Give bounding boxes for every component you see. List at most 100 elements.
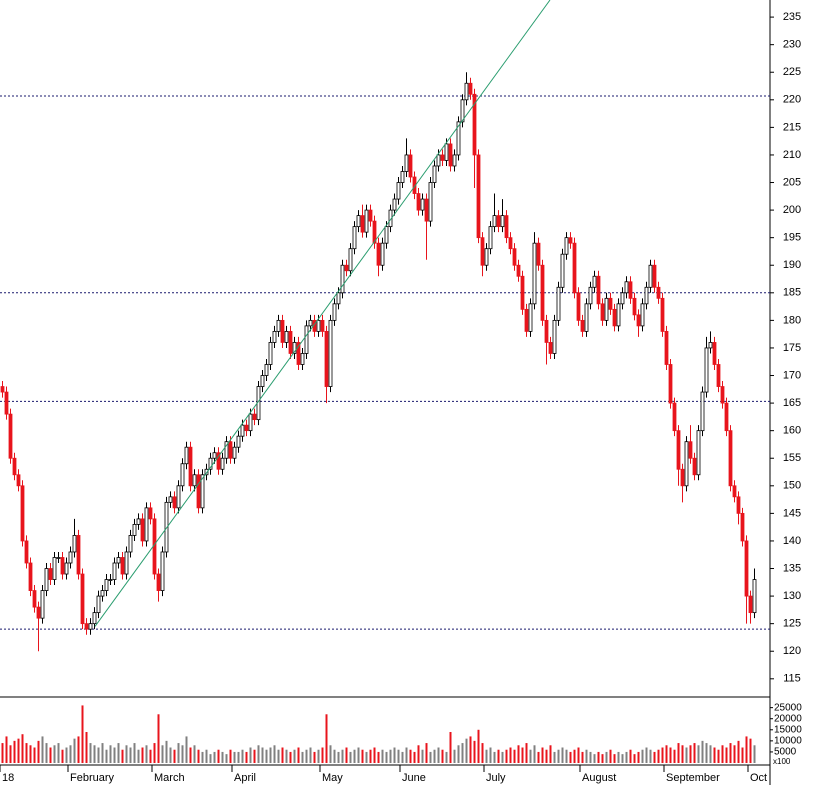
candle-body	[228, 441, 233, 459]
candle-body	[416, 193, 421, 211]
volume-bar	[321, 747, 324, 763]
candle-body	[308, 319, 313, 327]
candle-body	[116, 557, 121, 564]
volume-bar	[397, 749, 400, 763]
volume-bar	[653, 751, 656, 763]
volume-bar	[733, 745, 736, 763]
candle-body	[564, 237, 569, 255]
candle-body	[592, 275, 597, 288]
volume-bar	[109, 745, 112, 763]
trendline	[94, 0, 551, 627]
volume-bar	[405, 747, 408, 763]
volume-bar	[41, 736, 44, 763]
candle-body	[132, 524, 137, 536]
candle-body	[664, 331, 669, 365]
volume-bar	[521, 747, 524, 763]
candle-body	[88, 623, 93, 630]
candle-body	[588, 286, 593, 305]
volume-bar	[361, 749, 364, 763]
volume-bar	[681, 745, 684, 763]
volume-bar	[649, 749, 652, 763]
volume-bar	[409, 749, 412, 763]
candle-body	[328, 319, 333, 387]
candle-body	[552, 319, 557, 354]
candle-body	[192, 474, 197, 487]
candle-body	[184, 446, 189, 465]
candle-body	[128, 535, 133, 553]
volume-bar	[333, 749, 336, 763]
volume-bar	[633, 754, 636, 763]
volume-bar	[557, 749, 560, 763]
volume-bar	[221, 751, 224, 763]
candle-body	[492, 215, 497, 228]
volume-bar	[745, 736, 748, 763]
y-tick-label: 235	[783, 11, 801, 23]
candle-body	[380, 242, 385, 266]
volume-bar	[97, 747, 100, 763]
volume-bar	[269, 747, 272, 763]
candle-body	[360, 215, 365, 233]
volume-bar	[205, 749, 208, 763]
volume-bar	[101, 743, 104, 763]
volume-bar	[705, 743, 708, 763]
volume-bar	[737, 740, 740, 763]
y-tick-label: 195	[783, 232, 801, 244]
candle-body	[324, 331, 329, 387]
volume-bar	[373, 747, 376, 763]
volume-bar	[165, 740, 168, 763]
volume-bar	[425, 743, 428, 763]
x-tick-label: May	[322, 772, 343, 784]
volume-bar	[385, 751, 388, 763]
volume-bar	[273, 745, 276, 763]
y-tick-label: 145	[783, 507, 801, 519]
volume-bar	[37, 740, 40, 763]
candle-body	[48, 568, 53, 580]
candle-body	[708, 342, 713, 349]
candle-body	[604, 297, 609, 321]
candle-body	[600, 303, 605, 321]
volume-bar	[689, 745, 692, 763]
candle-body	[428, 182, 433, 222]
y-tick-label: 135	[783, 562, 801, 574]
volume-bar	[477, 729, 480, 763]
volume-bar	[181, 745, 184, 763]
candle-body	[524, 308, 529, 332]
candle-body	[32, 590, 37, 608]
candle-body	[252, 413, 257, 421]
y-tick-label: 125	[783, 618, 801, 630]
candle-body	[720, 386, 725, 404]
volume-bar	[225, 754, 228, 763]
candle-body	[76, 535, 81, 575]
volume-bar	[173, 749, 176, 763]
volume-bar	[449, 732, 452, 763]
volume-bar	[317, 749, 320, 763]
volume-bar	[89, 743, 92, 763]
volume-bar	[581, 751, 584, 763]
volume-bar	[417, 745, 420, 763]
candle-body	[544, 319, 549, 343]
candle-body	[216, 452, 221, 470]
volume-bar	[589, 751, 592, 763]
candle-body	[340, 264, 345, 294]
candle-body	[596, 275, 601, 305]
candle-body	[336, 292, 341, 305]
volume-bar	[597, 751, 600, 763]
x-tick-label: September	[666, 772, 720, 784]
volume-bar	[329, 745, 332, 763]
y-tick-label: 185	[783, 287, 801, 299]
volume-bar	[185, 736, 188, 763]
volume-bar	[601, 754, 604, 763]
candle-body	[628, 281, 633, 299]
candle-body	[60, 557, 65, 575]
candle-body	[704, 347, 709, 393]
candle-body	[244, 424, 249, 432]
volume-bar	[565, 749, 568, 763]
volume-bar	[249, 747, 252, 763]
volume-bar	[509, 747, 512, 763]
volume-bar	[129, 747, 132, 763]
candle-body	[240, 424, 245, 437]
candle-body	[4, 391, 9, 415]
candle-body	[516, 264, 521, 277]
volume-bar	[349, 751, 352, 763]
candle-body	[612, 308, 617, 327]
